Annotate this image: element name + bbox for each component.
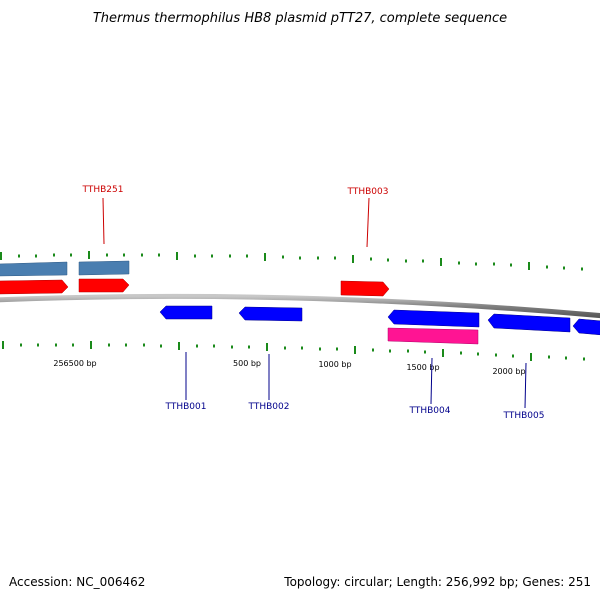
scale-label: 500 bp bbox=[233, 359, 261, 368]
gene-label-tthb251[interactable]: TTHB251 bbox=[82, 185, 124, 195]
accession-text: Accession: NC_006462 bbox=[9, 575, 145, 589]
gene-arrow-tthb005[interactable] bbox=[487, 313, 571, 333]
label-leader-line bbox=[366, 197, 370, 248]
scale-labels: 256500 bp 500 bp 1000 bp 1500 bp 2000 bp bbox=[53, 359, 525, 376]
inner-tick-marks bbox=[2, 341, 585, 361]
gene-labels: TTHB251 TTHB003 TTHB001 TTHB002 TTHB004 … bbox=[82, 185, 545, 421]
topology-summary: Topology: circular; Length: 256,992 bp; … bbox=[283, 575, 591, 589]
gene-label-tthb003[interactable]: TTHB003 bbox=[347, 187, 389, 197]
reverse-gene-track bbox=[159, 305, 600, 336]
reverse-feature-track bbox=[387, 327, 479, 345]
gene-label-tthb002[interactable]: TTHB002 bbox=[248, 402, 290, 412]
label-leader-line bbox=[524, 362, 527, 409]
gene-arrow-tthb250[interactable] bbox=[0, 279, 69, 295]
label-leader-line bbox=[102, 197, 105, 245]
gene-arrow-tthb251[interactable] bbox=[78, 278, 130, 293]
gene-arrow-tthb003[interactable] bbox=[340, 280, 390, 297]
map-title: Thermus thermophilus HB8 plasmid pTT27, … bbox=[93, 11, 507, 26]
feature-block[interactable] bbox=[387, 327, 479, 345]
scale-label: 256500 bp bbox=[53, 359, 96, 368]
feature-block[interactable] bbox=[78, 260, 130, 276]
sequence-backbone bbox=[0, 293, 600, 319]
gene-label-tthb004[interactable]: TTHB004 bbox=[409, 406, 451, 416]
gene-arrow-tthb006[interactable] bbox=[572, 318, 600, 336]
gene-arrow-tthb002[interactable] bbox=[238, 306, 303, 322]
gene-arrow-tthb001[interactable] bbox=[159, 305, 213, 320]
outer-tick-marks bbox=[0, 251, 583, 271]
forward-feature-track bbox=[0, 260, 130, 277]
scale-label: 2000 bp bbox=[492, 367, 525, 376]
scale-label: 1000 bp bbox=[318, 360, 351, 369]
forward-gene-track bbox=[0, 278, 390, 297]
gene-label-tthb001[interactable]: TTHB001 bbox=[165, 402, 207, 412]
label-leader-line bbox=[430, 357, 433, 405]
gene-arrow-tthb004[interactable] bbox=[387, 309, 480, 328]
feature-block[interactable] bbox=[0, 261, 68, 277]
gene-label-tthb005[interactable]: TTHB005 bbox=[503, 411, 545, 421]
scale-label: 1500 bp bbox=[406, 363, 439, 372]
